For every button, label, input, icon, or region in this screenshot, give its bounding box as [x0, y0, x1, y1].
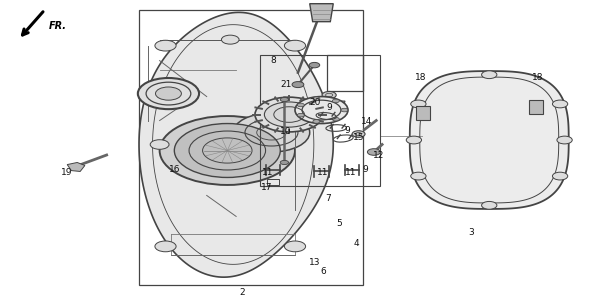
Circle shape	[156, 87, 181, 100]
Text: 4: 4	[354, 239, 360, 248]
Polygon shape	[529, 101, 543, 114]
Circle shape	[280, 160, 289, 165]
Circle shape	[284, 241, 306, 252]
Circle shape	[297, 113, 304, 117]
Circle shape	[150, 140, 169, 149]
Circle shape	[552, 172, 568, 180]
Text: 16: 16	[169, 166, 181, 175]
Polygon shape	[410, 71, 569, 209]
Circle shape	[324, 103, 339, 110]
Circle shape	[221, 35, 239, 44]
Circle shape	[481, 201, 497, 209]
Circle shape	[174, 123, 280, 178]
Text: 11: 11	[317, 168, 329, 177]
Text: 9: 9	[363, 166, 369, 175]
Polygon shape	[139, 12, 333, 277]
Circle shape	[341, 108, 348, 112]
Circle shape	[297, 103, 304, 107]
Text: FR.: FR.	[49, 21, 67, 31]
Circle shape	[233, 113, 310, 152]
Polygon shape	[316, 101, 345, 110]
Text: 19: 19	[61, 169, 73, 178]
Text: 14: 14	[361, 117, 372, 126]
Circle shape	[368, 149, 381, 155]
Text: 5: 5	[336, 219, 342, 228]
Circle shape	[280, 98, 289, 102]
Text: 9: 9	[326, 103, 332, 112]
Text: 12: 12	[373, 151, 384, 160]
Polygon shape	[310, 4, 333, 22]
Circle shape	[155, 40, 176, 51]
Text: 18: 18	[415, 73, 427, 82]
Circle shape	[313, 119, 320, 123]
Circle shape	[284, 40, 306, 51]
Polygon shape	[417, 107, 430, 119]
Text: 17: 17	[261, 182, 273, 191]
Circle shape	[411, 100, 426, 108]
Circle shape	[407, 136, 421, 144]
Circle shape	[352, 131, 365, 137]
Text: 3: 3	[468, 228, 474, 237]
Text: 21: 21	[280, 80, 292, 89]
Circle shape	[160, 116, 295, 185]
Circle shape	[557, 136, 572, 144]
Text: 20: 20	[309, 98, 321, 107]
Text: 11: 11	[345, 169, 356, 178]
Text: 15: 15	[353, 132, 364, 141]
Circle shape	[295, 97, 348, 123]
Polygon shape	[67, 163, 85, 172]
Text: 13: 13	[309, 258, 321, 267]
Text: 7: 7	[325, 194, 331, 203]
Text: 6: 6	[320, 267, 326, 276]
Circle shape	[332, 117, 339, 121]
Text: 8: 8	[270, 56, 276, 65]
Circle shape	[313, 97, 320, 101]
Circle shape	[411, 172, 426, 180]
Circle shape	[292, 82, 304, 88]
Circle shape	[298, 116, 316, 125]
Circle shape	[481, 71, 497, 79]
Circle shape	[322, 92, 336, 99]
Circle shape	[552, 100, 568, 108]
Circle shape	[155, 241, 176, 252]
Circle shape	[138, 78, 199, 109]
Circle shape	[255, 97, 323, 132]
Text: 18: 18	[532, 73, 543, 82]
Circle shape	[309, 62, 320, 68]
Text: 2: 2	[239, 288, 245, 297]
Text: 10: 10	[280, 126, 291, 135]
Circle shape	[332, 99, 339, 103]
Text: 9: 9	[344, 126, 350, 135]
Circle shape	[264, 102, 314, 127]
Text: 11: 11	[262, 169, 274, 178]
